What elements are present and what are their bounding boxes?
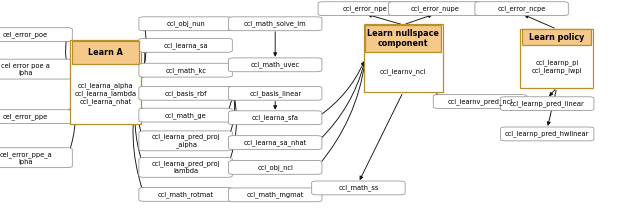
Text: ccl_learnv_pred_ncl: ccl_learnv_pred_ncl xyxy=(447,98,513,105)
FancyBboxPatch shape xyxy=(365,25,441,52)
Text: ccl_math_mgmat: ccl_math_mgmat xyxy=(246,191,304,198)
FancyBboxPatch shape xyxy=(500,97,594,111)
FancyBboxPatch shape xyxy=(139,38,232,52)
Text: ccl_learna_sfa: ccl_learna_sfa xyxy=(252,114,299,121)
FancyBboxPatch shape xyxy=(388,2,482,16)
Text: cel_error_poe: cel_error_poe xyxy=(3,31,48,38)
FancyBboxPatch shape xyxy=(522,29,591,46)
Text: ccl_math_rotmat: ccl_math_rotmat xyxy=(157,191,214,198)
FancyBboxPatch shape xyxy=(139,187,232,201)
FancyBboxPatch shape xyxy=(139,86,232,100)
FancyBboxPatch shape xyxy=(139,17,232,31)
Text: ccl_math_ss: ccl_math_ss xyxy=(338,184,379,191)
Text: ccl_learna_pred_proj
lambda: ccl_learna_pred_proj lambda xyxy=(151,160,220,174)
Text: ccl_obj_nun: ccl_obj_nun xyxy=(166,20,205,27)
Text: cel_error_ppe_a
lpha: cel_error_ppe_a lpha xyxy=(0,151,52,165)
FancyBboxPatch shape xyxy=(139,108,232,122)
FancyBboxPatch shape xyxy=(228,17,322,31)
Text: ccl_error_npe: ccl_error_npe xyxy=(342,5,387,12)
Text: ccl_learna_sa: ccl_learna_sa xyxy=(163,42,208,49)
FancyBboxPatch shape xyxy=(228,111,322,125)
FancyBboxPatch shape xyxy=(433,95,527,108)
Text: ccl_learna_alpha
ccl_learna_lambda
ccl_learna_nhat: ccl_learna_alpha ccl_learna_lambda ccl_l… xyxy=(74,83,137,105)
FancyBboxPatch shape xyxy=(520,29,593,88)
FancyBboxPatch shape xyxy=(475,2,568,16)
FancyBboxPatch shape xyxy=(0,110,72,124)
FancyBboxPatch shape xyxy=(228,188,322,202)
Text: ccl_math_solve_lm: ccl_math_solve_lm xyxy=(244,20,307,27)
Text: ccl_basis_linear: ccl_basis_linear xyxy=(249,90,301,97)
FancyBboxPatch shape xyxy=(312,181,405,195)
Text: ccl_error_ncpe: ccl_error_ncpe xyxy=(497,5,546,12)
Text: ccl_learnv_ncl: ccl_learnv_ncl xyxy=(380,68,426,75)
FancyBboxPatch shape xyxy=(139,63,232,77)
FancyBboxPatch shape xyxy=(0,59,72,79)
Text: ccl_learnp_pi
ccl_learnp_lwpi: ccl_learnp_pi ccl_learnp_lwpi xyxy=(532,59,582,74)
FancyBboxPatch shape xyxy=(0,148,72,168)
Text: Learn A: Learn A xyxy=(88,48,123,57)
Text: ccl_learna_pred_proj
_alpha: ccl_learna_pred_proj _alpha xyxy=(151,133,220,148)
FancyBboxPatch shape xyxy=(139,157,232,177)
Text: ccl_math_kc: ccl_math_kc xyxy=(165,67,206,74)
Text: ccl_obj_ncl: ccl_obj_ncl xyxy=(257,164,293,171)
FancyBboxPatch shape xyxy=(0,28,72,41)
Text: ccl_learnp_pred_hwlinear: ccl_learnp_pred_hwlinear xyxy=(505,130,589,137)
FancyBboxPatch shape xyxy=(500,127,594,141)
Text: Learn policy: Learn policy xyxy=(529,33,584,42)
Text: ccl_basis_rbf: ccl_basis_rbf xyxy=(164,90,207,97)
FancyBboxPatch shape xyxy=(72,41,140,64)
Text: Learn nullspace
component: Learn nullspace component xyxy=(367,29,439,48)
FancyBboxPatch shape xyxy=(228,58,322,72)
FancyBboxPatch shape xyxy=(364,24,443,92)
Text: ccl_learna_sa_nhat: ccl_learna_sa_nhat xyxy=(244,139,307,146)
FancyBboxPatch shape xyxy=(228,86,322,100)
FancyBboxPatch shape xyxy=(139,131,232,151)
FancyBboxPatch shape xyxy=(228,160,322,174)
Text: ccl_math_ge: ccl_math_ge xyxy=(164,112,207,119)
FancyBboxPatch shape xyxy=(318,2,412,16)
Text: ccl_learnp_pred_linear: ccl_learnp_pred_linear xyxy=(510,100,584,107)
Text: ccl_error_nupe: ccl_error_nupe xyxy=(411,5,460,12)
Text: cel error poe a
lpha: cel error poe a lpha xyxy=(1,63,50,76)
Text: cel_error_ppe: cel_error_ppe xyxy=(3,113,48,120)
FancyBboxPatch shape xyxy=(228,136,322,149)
Text: ccl_math_uvec: ccl_math_uvec xyxy=(251,61,300,68)
FancyBboxPatch shape xyxy=(70,40,141,124)
